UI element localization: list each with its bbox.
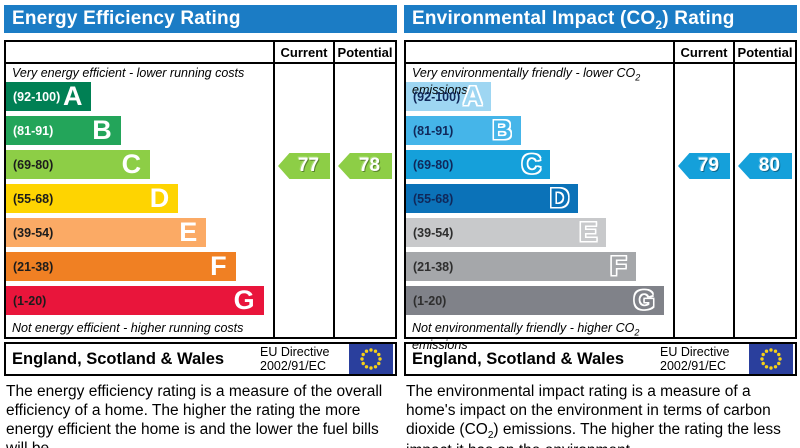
band-letter: G [633, 285, 655, 315]
band-range-label: (21-38) [13, 259, 54, 274]
bottom-note: Not energy efficient - higher running co… [12, 321, 244, 335]
bands-area: Very environmentally friendly - lower CO… [406, 64, 673, 352]
band-bar: (81-91) B [6, 116, 121, 145]
bottom-note: Not environmentally friendly - higher CO… [412, 321, 640, 352]
panel-description: The energy efficiency rating is a measur… [6, 383, 383, 448]
band-row-b: (81-91) B [6, 116, 273, 150]
eu-flag-icon [349, 344, 393, 374]
band-range-label: (69-80) [13, 157, 54, 172]
band-letter: C [121, 149, 142, 179]
potential-rating-arrow: 80 [738, 153, 792, 179]
current-column: 77 [273, 64, 333, 337]
band-letter: B [92, 115, 112, 145]
band-range-label: (92-100) [413, 89, 461, 104]
potential-column: 78 [333, 64, 395, 337]
jurisdiction-label: England, Scotland & Wales [412, 349, 625, 368]
band-letter: C [521, 149, 542, 179]
top-note: Very environmentally friendly - lower CO… [412, 66, 641, 97]
band-range-label: (69-80) [413, 157, 454, 172]
potential-column: 80 [733, 64, 795, 337]
band-row-f: (21-38) F [406, 252, 673, 286]
band-range-label: (92-100) [13, 89, 61, 104]
band-range-label: (81-91) [13, 123, 54, 138]
band-range-label: (39-54) [413, 225, 454, 240]
band-row-e: (39-54) E [406, 218, 673, 252]
band-bar: (81-91) B [406, 116, 521, 145]
jurisdiction-footer: England, Scotland & Wales EU Directive 2… [4, 342, 397, 376]
band-bar: (92-100) A [406, 81, 492, 111]
current-rating-arrow: 79 [678, 153, 730, 179]
environmental-impact-panel: Environmental Impact (CO2) Rating Curren… [404, 5, 797, 448]
band-bar: (1-20) G [6, 286, 264, 315]
potential-column-header: Potential [733, 42, 795, 62]
band-row-d: (55-68) D [406, 184, 673, 218]
band-range-label: (55-68) [13, 191, 54, 206]
jurisdiction-label: England, Scotland & Wales [12, 349, 225, 368]
ratings-table-body: Very energy efficient - lower running co… [6, 64, 395, 337]
current-column: 79 [673, 64, 733, 337]
band-bar: (92-100) A [6, 81, 92, 111]
eu-directive-label: EU Directive 2002/91/EC [660, 344, 730, 373]
band-range-label: (21-38) [413, 259, 454, 274]
panel-title: Environmental Impact (CO2) Rating [404, 5, 797, 33]
band-row-c: (69-80) C [6, 150, 273, 184]
band-bar: (55-68) D [406, 183, 579, 213]
ratings-table-body: Very environmentally friendly - lower CO… [406, 64, 795, 352]
band-row-f: (21-38) F [6, 252, 273, 286]
panel-description: The environmental impact rating is a mea… [406, 383, 781, 448]
energy-efficiency-panel: Energy Efficiency Rating Current Potenti… [4, 5, 397, 448]
ratings-table-header: Current Potential [406, 42, 795, 64]
band-row-d: (55-68) D [6, 184, 273, 218]
band-row-g: (1-20) G [406, 286, 673, 320]
band-range-label: (55-68) [413, 191, 454, 206]
current-column-header: Current [273, 42, 333, 62]
band-bar: (1-20) G [406, 286, 664, 315]
band-row-g: (1-20) G [6, 286, 273, 320]
band-range-label: (39-54) [13, 225, 54, 240]
current-column-header: Current [673, 42, 733, 62]
band-bar: (21-38) F [406, 252, 636, 281]
band-bar: (69-80) C [406, 149, 551, 179]
band-letter: A [62, 81, 83, 111]
potential-rating-arrow: 78 [338, 153, 392, 179]
bands-area: Very energy efficient - lower running co… [6, 64, 273, 337]
header-spacer [406, 42, 673, 62]
current-rating-arrow: 77 [278, 153, 330, 179]
band-row-c: (69-80) C [406, 150, 673, 184]
band-bar: (39-54) E [6, 217, 207, 247]
band-letter: D [549, 183, 570, 213]
band-letter: A [462, 81, 483, 111]
potential-column-header: Potential [333, 42, 395, 62]
band-letter: E [179, 217, 198, 247]
band-bar: (39-54) E [406, 217, 607, 247]
band-range-label: (81-91) [413, 123, 454, 138]
jurisdiction-footer: England, Scotland & Wales EU Directive 2… [404, 342, 797, 376]
ratings-table: Current Potential Very environmentally f… [404, 40, 797, 352]
band-letter: F [610, 251, 627, 281]
eu-directive-label: EU Directive 2002/91/EC [260, 344, 330, 373]
band-letter: F [210, 251, 227, 281]
eu-flag-icon [749, 344, 793, 374]
ratings-table-header: Current Potential [6, 42, 395, 64]
band-letter: G [233, 285, 255, 315]
band-bar: (21-38) F [6, 252, 236, 281]
header-spacer [6, 42, 273, 62]
ratings-table: Current Potential Very energy efficient … [4, 40, 397, 339]
band-row-a: (92-100) A [406, 82, 673, 116]
top-note: Very energy efficient - lower running co… [12, 66, 245, 80]
band-row-b: (81-91) B [406, 116, 673, 150]
band-letter: E [579, 217, 598, 247]
band-letter: B [492, 115, 512, 145]
band-letter: D [149, 183, 170, 213]
band-row-a: (92-100) A [6, 82, 273, 116]
band-range-label: (1-20) [13, 293, 47, 308]
band-row-e: (39-54) E [6, 218, 273, 252]
band-bar: (55-68) D [6, 183, 179, 213]
band-bar: (69-80) C [6, 149, 151, 179]
band-range-label: (1-20) [413, 293, 447, 308]
panel-title: Energy Efficiency Rating [4, 5, 397, 33]
